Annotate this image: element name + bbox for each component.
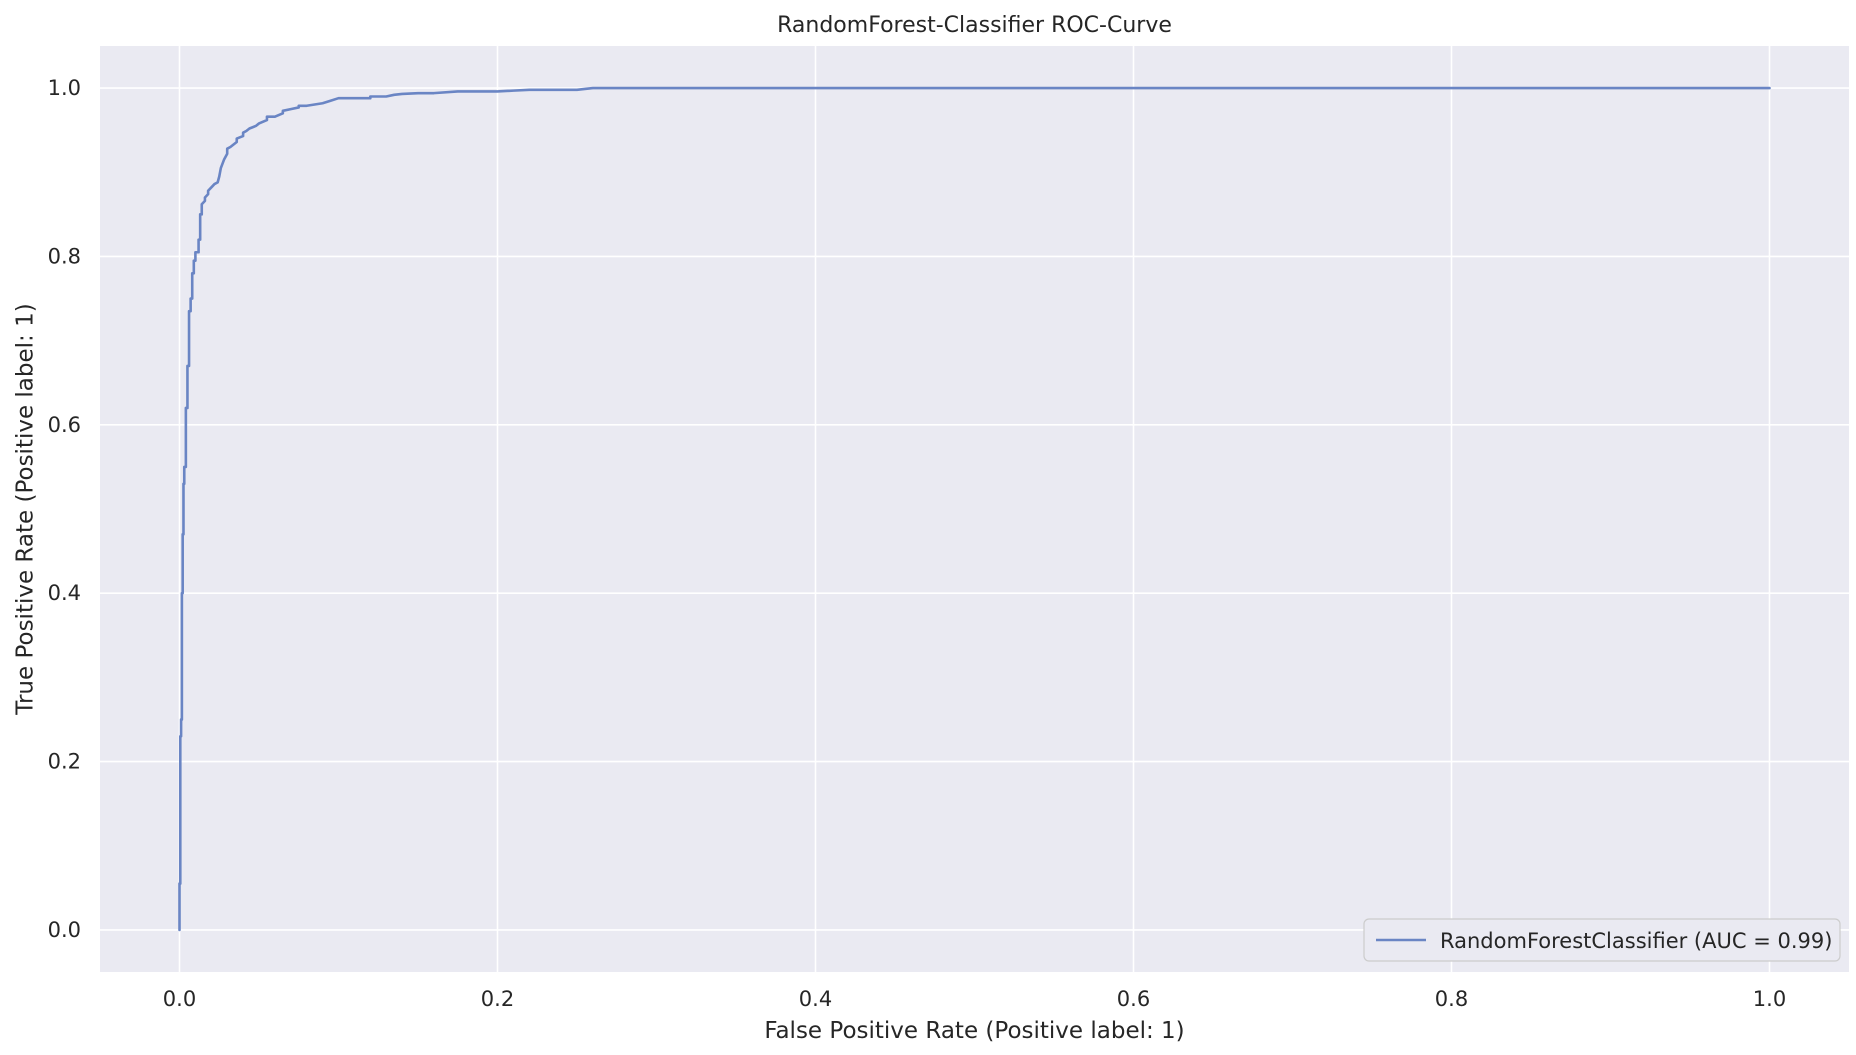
x-tick-label: 0.8 — [1435, 987, 1468, 1011]
series-lines — [178, 86, 1771, 932]
y-tick-label: 0.4 — [48, 581, 81, 605]
y-tick-label: 1.0 — [48, 76, 81, 100]
grid — [100, 46, 1849, 972]
chart-title: RandomForest-Classifier ROC-Curve — [777, 13, 1172, 38]
y-tick-label: 0.8 — [48, 244, 81, 268]
y-tick-label: 0.6 — [48, 413, 81, 437]
legend-label: RandomForestClassifier (AUC = 0.99) — [1440, 929, 1832, 953]
legend-box — [1363, 918, 1841, 962]
x-tick-labels: 0.0 0.2 0.4 0.6 0.8 1.0 — [163, 987, 1786, 1011]
legend: RandomForestClassifier (AUC = 0.99) — [1363, 918, 1841, 962]
y-tick-label: 0.0 — [48, 918, 81, 942]
plot-area — [100, 46, 1849, 972]
y-axis-label: True Positive Rate (Positive label: 1) — [13, 303, 39, 715]
x-tick-label: 0.6 — [1117, 987, 1150, 1011]
x-tick-label: 0.0 — [163, 987, 196, 1011]
x-tick-label: 0.4 — [799, 987, 832, 1011]
x-tick-label: 0.2 — [481, 987, 514, 1011]
y-tick-labels: 0.0 0.2 0.4 0.6 0.8 1.0 — [48, 76, 81, 942]
y-tick-label: 0.2 — [48, 750, 81, 774]
roc-curve-line — [178, 86, 1771, 932]
x-tick-label: 1.0 — [1753, 987, 1786, 1011]
x-axis-label: False Positive Rate (Positive label: 1) — [764, 1018, 1184, 1044]
